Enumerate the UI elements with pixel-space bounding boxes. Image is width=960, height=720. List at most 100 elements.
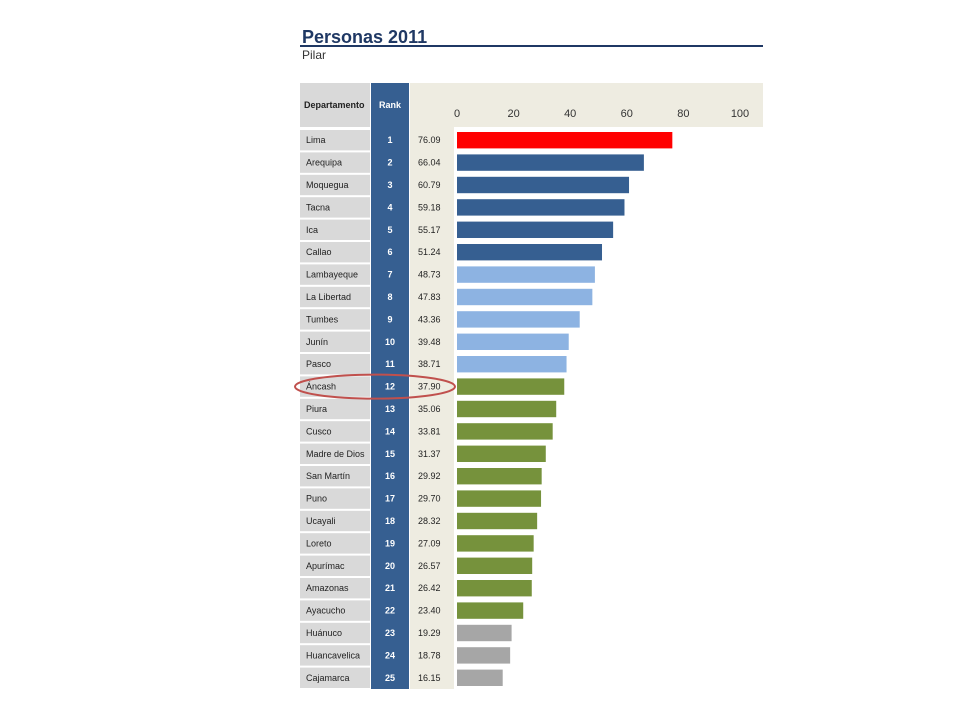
rank-label: 4	[387, 202, 392, 212]
value-label: 26.57	[418, 561, 441, 571]
rank-label: 1	[387, 135, 392, 145]
x-tick-label: 60	[621, 108, 633, 120]
value-label: 47.83	[418, 292, 441, 302]
rank-label: 8	[387, 292, 392, 302]
bar	[457, 356, 567, 373]
departamento-label: Moquegua	[306, 180, 349, 190]
value-column-bg	[410, 127, 454, 689]
value-label: 27.09	[418, 538, 441, 548]
value-label: 18.78	[418, 650, 441, 660]
departamento-cell	[300, 578, 370, 599]
bar	[457, 244, 603, 261]
departamento-header-bg	[300, 83, 370, 127]
departamento-cell	[300, 488, 370, 509]
x-tick-label: 20	[507, 108, 519, 120]
bar	[457, 624, 512, 642]
value-label: 19.29	[418, 628, 441, 638]
bar	[457, 199, 625, 216]
title-rule	[300, 45, 763, 47]
value-label: 39.48	[418, 337, 441, 347]
departamento-label: Piura	[306, 404, 327, 414]
chart-title: Personas 2011	[302, 27, 428, 47]
bar	[457, 580, 532, 597]
departamento-cell	[300, 600, 370, 621]
departamento-cell	[300, 219, 370, 240]
departamento-label: Tacna	[306, 202, 330, 212]
departamento-cell	[300, 130, 370, 151]
bar	[457, 490, 542, 507]
departamento-cell	[300, 309, 370, 330]
departamento-label: Ucayali	[306, 516, 336, 526]
bar	[457, 557, 533, 574]
value-label: 23.40	[418, 606, 441, 616]
rank-label: 3	[387, 180, 392, 190]
departamento-cell	[300, 331, 370, 352]
value-label: 55.17	[418, 225, 441, 235]
departamento-label: Cusco	[306, 426, 332, 436]
value-label: 51.24	[418, 247, 441, 257]
chart-subtitle: Pilar	[302, 48, 327, 62]
bar	[457, 535, 534, 552]
rank-label: 16	[385, 471, 395, 481]
bar	[457, 468, 542, 485]
value-label: 29.70	[418, 494, 441, 504]
departamento-cell	[300, 376, 370, 397]
x-tick-label: 40	[564, 108, 576, 120]
value-label: 66.04	[418, 158, 441, 168]
bar	[457, 288, 593, 306]
x-tick-label: 100	[731, 108, 749, 120]
value-label: 31.37	[418, 449, 441, 459]
rank-label: 25	[385, 673, 395, 683]
bar	[457, 445, 546, 462]
departamento-cell	[300, 264, 370, 285]
bar	[457, 423, 553, 440]
bar	[457, 333, 569, 350]
bar	[457, 669, 503, 686]
value-label: 26.42	[418, 583, 441, 593]
departamento-cell	[300, 242, 370, 263]
departamento-label: Lambayeque	[306, 270, 358, 280]
rank-label: 19	[385, 538, 395, 548]
departamento-label: Tumbes	[306, 314, 339, 324]
value-label: 76.09	[418, 135, 441, 145]
departamento-label: Cajamarca	[306, 673, 350, 683]
rank-label: 20	[385, 561, 395, 571]
bar	[457, 602, 524, 619]
departamento-header: Departamento	[304, 100, 365, 110]
rank-label: 15	[385, 449, 395, 459]
departamento-label: Huancavelica	[306, 650, 360, 660]
departamento-label: La Libertad	[306, 292, 351, 302]
rank-label: 7	[387, 270, 392, 280]
bar	[457, 266, 595, 283]
value-label: 37.90	[418, 382, 441, 392]
bar	[457, 512, 538, 530]
departamento-label: Amazonas	[306, 583, 349, 593]
departamento-label: Pasco	[306, 359, 331, 369]
rank-label: 6	[387, 247, 392, 257]
departamento-label: Callao	[306, 247, 332, 257]
bar	[457, 221, 614, 238]
bar	[457, 400, 557, 418]
bar	[457, 647, 511, 664]
departamento-label: San Martín	[306, 471, 350, 481]
departamento-cell	[300, 466, 370, 487]
departamento-label: Ayacucho	[306, 606, 345, 616]
departamento-cell	[300, 152, 370, 173]
value-label: 33.81	[418, 426, 441, 436]
departamento-cell	[300, 398, 370, 420]
departamento-cell	[300, 354, 370, 375]
value-label: 16.15	[418, 673, 441, 683]
x-tick-label: 80	[677, 108, 689, 120]
axis-header-bg	[410, 83, 763, 127]
departamento-label: Apurímac	[306, 561, 345, 571]
value-label: 29.92	[418, 471, 441, 481]
highlight-ellipse	[294, 373, 456, 400]
departamento-cell	[300, 645, 370, 666]
rank-label: 9	[387, 314, 392, 324]
departamento-cell	[300, 197, 370, 218]
departamento-cell	[300, 443, 370, 464]
departamento-label: Madre de Dios	[306, 449, 365, 459]
rank-label: 18	[385, 516, 395, 526]
x-tick-label: 0	[454, 108, 460, 120]
